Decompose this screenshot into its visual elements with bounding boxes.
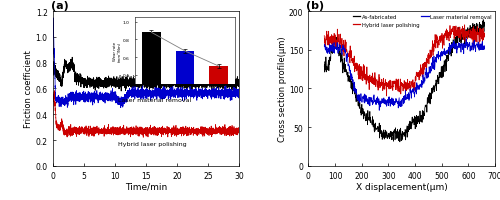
X-axis label: X displacement(μm): X displacement(μm) — [356, 182, 448, 191]
Text: (b): (b) — [306, 1, 324, 10]
Y-axis label: Friction coefficient: Friction coefficient — [24, 50, 34, 128]
Text: (a): (a) — [50, 1, 68, 10]
Text: As-fabricated: As-fabricated — [118, 75, 160, 80]
Text: Hybrid laser polishing: Hybrid laser polishing — [118, 141, 186, 146]
Y-axis label: Cross section profile(μm): Cross section profile(μm) — [278, 36, 287, 142]
X-axis label: Time/min: Time/min — [124, 182, 167, 191]
Legend: As-fabricated, Hybrid laser polishing, Laser material removal: As-fabricated, Hybrid laser polishing, L… — [352, 15, 492, 28]
Text: Laser material removal: Laser material removal — [118, 98, 191, 103]
